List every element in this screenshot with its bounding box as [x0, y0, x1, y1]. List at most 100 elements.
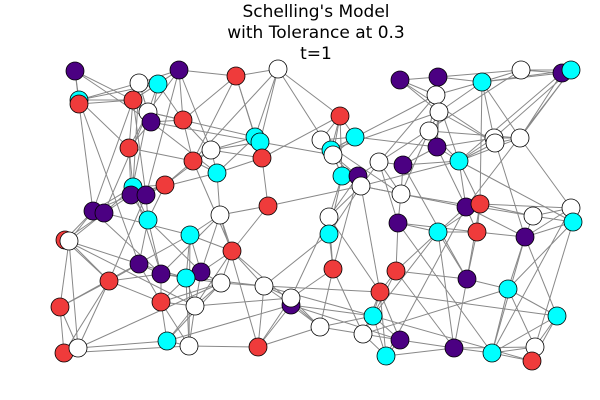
edge — [507, 221, 574, 290]
edge — [362, 288, 509, 335]
node — [386, 261, 406, 281]
node — [319, 207, 339, 227]
node — [332, 166, 352, 186]
node — [250, 132, 270, 152]
edge — [397, 222, 493, 354]
edge — [436, 137, 495, 148]
edge — [188, 234, 191, 347]
edge — [519, 137, 572, 209]
node — [428, 222, 448, 242]
node — [281, 288, 301, 308]
node — [449, 151, 469, 171]
node — [388, 213, 408, 233]
edge — [259, 68, 279, 143]
edge — [160, 282, 222, 303]
node — [201, 140, 221, 160]
edge — [290, 304, 401, 341]
node — [155, 175, 175, 195]
edge — [328, 216, 381, 293]
edge — [372, 231, 439, 317]
edge — [145, 69, 180, 196]
node — [183, 151, 203, 171]
node — [363, 306, 383, 326]
edge — [92, 99, 134, 212]
edge — [59, 240, 70, 308]
edge — [491, 207, 572, 354]
edge — [147, 219, 202, 273]
edge — [263, 233, 330, 287]
node — [323, 145, 343, 165]
node — [254, 276, 274, 296]
edge — [458, 72, 563, 162]
node — [69, 94, 89, 114]
node — [444, 338, 464, 358]
edge — [78, 99, 140, 265]
edge — [77, 340, 168, 349]
node — [129, 254, 149, 274]
edge — [491, 315, 558, 354]
edge — [77, 282, 222, 349]
node — [390, 70, 410, 90]
edge — [74, 70, 134, 101]
node — [59, 231, 79, 251]
node — [351, 176, 371, 196]
edge — [78, 103, 94, 212]
node — [94, 203, 114, 223]
node — [319, 224, 339, 244]
node — [498, 279, 518, 299]
edge — [263, 285, 374, 317]
node — [523, 206, 543, 226]
node — [393, 155, 413, 175]
edge — [194, 297, 292, 307]
node — [222, 241, 242, 261]
edge — [192, 160, 233, 252]
title-line: with Tolerance at 0.3 — [227, 23, 404, 43]
edge — [267, 185, 362, 207]
edge — [231, 250, 321, 328]
edge — [507, 288, 536, 348]
edge — [77, 280, 110, 349]
edge — [290, 304, 374, 317]
node — [485, 133, 505, 153]
node — [68, 338, 88, 358]
edge — [103, 111, 149, 214]
node — [226, 66, 246, 86]
edge — [59, 234, 191, 308]
node — [426, 85, 446, 105]
node — [467, 222, 487, 242]
node — [511, 60, 531, 80]
edge — [68, 240, 79, 349]
edge — [132, 99, 147, 196]
title-line: t=1 — [300, 44, 332, 64]
edge — [458, 160, 574, 223]
node — [176, 268, 196, 288]
node — [428, 67, 448, 87]
edge — [192, 75, 237, 162]
edge — [182, 75, 237, 121]
edge — [147, 111, 256, 138]
edge — [231, 205, 269, 252]
edge — [395, 231, 439, 272]
edge — [360, 185, 381, 293]
edge — [150, 121, 218, 174]
node — [390, 330, 410, 350]
edge — [534, 221, 574, 348]
node — [345, 127, 365, 147]
edge — [378, 161, 399, 224]
node — [207, 163, 227, 183]
node — [119, 138, 139, 158]
node — [179, 336, 199, 356]
edge — [263, 285, 381, 293]
edge — [254, 68, 279, 138]
node — [369, 152, 389, 172]
edge — [68, 240, 110, 282]
edge — [378, 94, 437, 163]
node — [482, 343, 502, 363]
node — [138, 210, 158, 230]
node — [370, 282, 390, 302]
node — [268, 59, 288, 79]
edge — [64, 239, 196, 307]
edge — [178, 69, 212, 151]
edge — [188, 345, 259, 348]
